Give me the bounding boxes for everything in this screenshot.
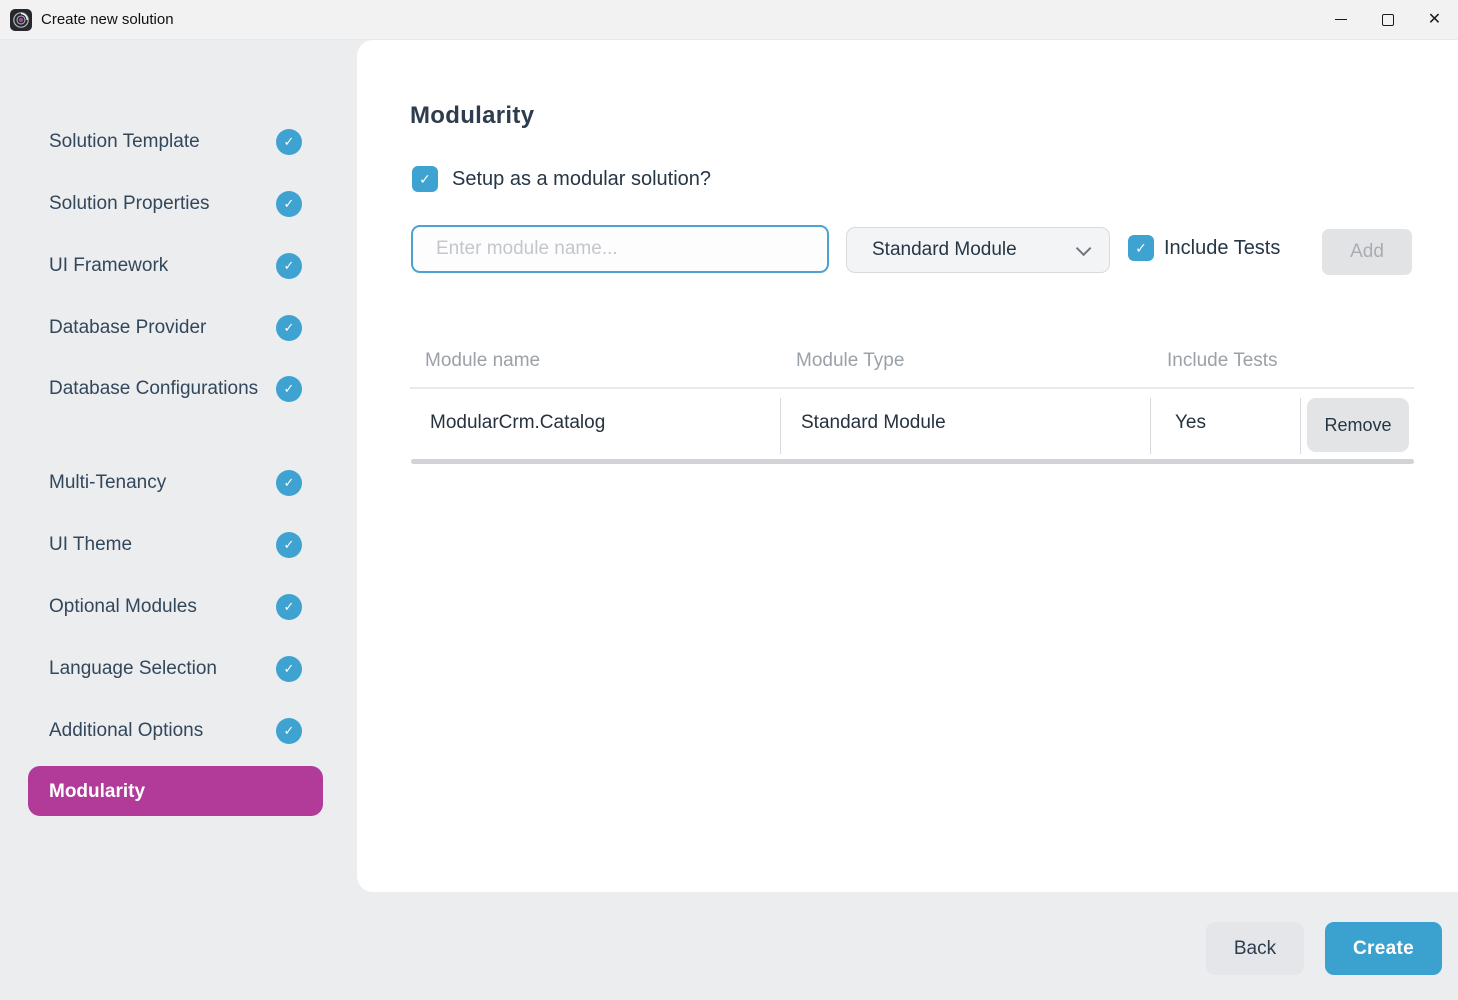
sidebar-step-label: Multi-Tenancy <box>49 472 167 493</box>
maximize-button[interactable] <box>1364 0 1411 39</box>
table-column-divider <box>1300 398 1301 454</box>
include-tests-label: Include Tests <box>1164 237 1281 259</box>
completed-check-icon: ✓ <box>276 655 302 682</box>
sidebar-step-additional-options[interactable]: Additional Options ✓ <box>49 715 302 746</box>
completed-check-icon: ✓ <box>276 252 302 279</box>
create-button[interactable]: Create <box>1325 922 1442 975</box>
add-module-button[interactable]: Add <box>1322 229 1412 275</box>
table-cell-include-tests: Yes <box>1175 412 1206 433</box>
completed-check-icon: ✓ <box>276 128 302 155</box>
sidebar-step-label: Additional Options <box>49 720 204 741</box>
completed-check-icon: ✓ <box>276 190 302 217</box>
sidebar-step-multi-tenancy[interactable]: Multi-Tenancy ✓ <box>49 467 302 498</box>
table-cell-module-type: Standard Module <box>801 412 946 433</box>
sidebar-step-label: Language Selection <box>49 658 217 679</box>
completed-check-icon: ✓ <box>276 375 302 402</box>
sidebar-step-optional-modules[interactable]: Optional Modules ✓ <box>49 591 302 622</box>
app-logo-icon <box>10 8 32 31</box>
table-column-divider <box>780 398 781 454</box>
window-controls: ✕ <box>1317 0 1458 39</box>
include-tests-checkbox[interactable]: ✓ <box>1128 235 1154 261</box>
chevron-down-icon <box>1075 240 1092 256</box>
minimize-button[interactable] <box>1317 0 1364 39</box>
completed-check-icon: ✓ <box>276 531 302 558</box>
sidebar-step-label: Solution Template <box>49 131 200 152</box>
sidebar-step-language-selection[interactable]: Language Selection ✓ <box>49 653 302 684</box>
setup-modular-checkbox[interactable]: ✓ <box>412 166 438 192</box>
maximize-icon <box>1381 13 1394 26</box>
table-header-module-type: Module Type <box>796 350 905 371</box>
sidebar-step-solution-properties[interactable]: Solution Properties ✓ <box>49 188 302 219</box>
sidebar-step-database-configurations[interactable]: Database Configurations ✓ <box>49 373 302 404</box>
table-header-include-tests: Include Tests <box>1167 350 1278 371</box>
sidebar-step-ui-theme[interactable]: UI Theme ✓ <box>49 529 302 560</box>
table-bottom-divider <box>411 459 1414 464</box>
wizard-steps-sidebar: Solution Template ✓ Solution Properties ✓ UI… <box>0 40 357 1000</box>
sidebar-step-label: Optional Modules <box>49 596 197 617</box>
sidebar-step-label: UI Framework <box>49 255 169 276</box>
sidebar-step-label: Database Provider <box>49 317 207 338</box>
table-header-divider <box>410 387 1414 389</box>
sidebar-step-modularity[interactable]: Modularity <box>28 766 323 816</box>
completed-check-icon: ✓ <box>276 314 302 341</box>
sidebar-step-label: Modularity <box>49 780 146 802</box>
minimize-icon <box>1334 19 1347 20</box>
module-type-select[interactable]: Standard Module <box>846 227 1110 273</box>
sidebar-step-database-provider[interactable]: Database Provider ✓ <box>49 312 302 343</box>
table-header-module-name: Module name <box>425 350 541 371</box>
close-icon: ✕ <box>1427 10 1442 28</box>
table-cell-module-name: ModularCrm.Catalog <box>430 412 606 433</box>
completed-check-icon: ✓ <box>276 593 302 620</box>
sidebar-step-solution-template[interactable]: Solution Template ✓ <box>49 126 302 157</box>
module-name-input[interactable] <box>411 225 829 273</box>
remove-module-button[interactable]: Remove <box>1307 398 1409 452</box>
module-type-selected-value: Standard Module <box>872 239 1017 260</box>
close-button[interactable]: ✕ <box>1411 0 1458 39</box>
sidebar-step-label: Solution Properties <box>49 193 210 214</box>
back-button[interactable]: Back <box>1206 922 1304 975</box>
completed-check-icon: ✓ <box>276 469 302 496</box>
sidebar-step-label: UI Theme <box>49 534 133 555</box>
window-title: Create new solution <box>41 11 174 28</box>
sidebar-step-ui-framework[interactable]: UI Framework ✓ <box>49 250 302 281</box>
completed-check-icon: ✓ <box>276 717 302 744</box>
content-panel: Modularity ✓ Setup as a modular solution… <box>357 40 1458 892</box>
sidebar-step-label: Database Configurations <box>49 378 259 399</box>
page-title: Modularity <box>410 102 535 129</box>
setup-modular-label: Setup as a modular solution? <box>452 168 712 190</box>
table-column-divider <box>1150 398 1151 454</box>
titlebar: Create new solution ✕ <box>0 0 1458 40</box>
